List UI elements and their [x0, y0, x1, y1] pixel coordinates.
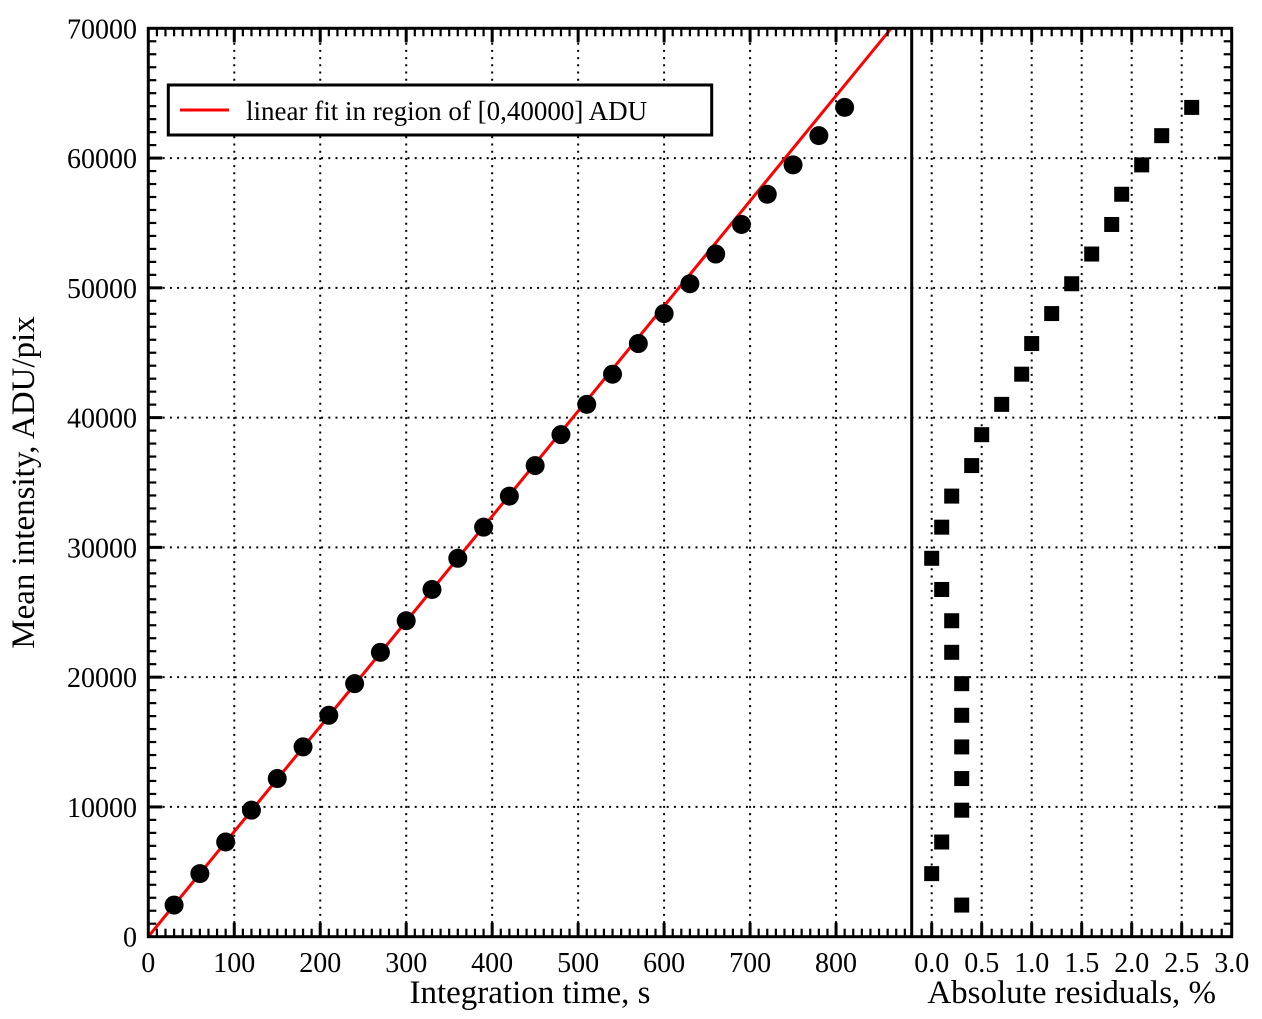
- residual-data-point: [954, 676, 970, 692]
- residual-data-point: [954, 771, 970, 787]
- y-tick-label: 40000: [67, 404, 137, 435]
- x-tick-label: 200: [299, 948, 341, 979]
- residual-data-point: [1114, 186, 1130, 202]
- gridlines: [148, 28, 1232, 937]
- intensity-data-point: [190, 864, 210, 884]
- y-tick-label: 50000: [67, 274, 137, 305]
- residual-data-point: [924, 866, 940, 882]
- residual-data-point: [934, 519, 950, 535]
- intensity-data-point: [448, 548, 468, 568]
- intensity-data-point: [706, 244, 726, 264]
- residual-data-point: [944, 613, 960, 629]
- x-tick-label: 400: [471, 948, 513, 979]
- residual-data-point: [1184, 99, 1200, 115]
- y-axis-title: Mean intensity, ADU/pix: [6, 316, 42, 649]
- intensity-data-point: [628, 334, 648, 354]
- y-tick-label: 70000: [67, 14, 137, 45]
- intensity-data-point: [551, 425, 571, 445]
- intensity-data-point: [835, 97, 855, 117]
- residual-data-point: [1044, 306, 1060, 322]
- legend-label: linear fit in region of [0,40000] ADU: [246, 96, 647, 126]
- intensity-data-point: [783, 155, 803, 175]
- intensity-data-point: [396, 611, 416, 631]
- residual-data-point: [934, 834, 950, 850]
- intensity-data-point: [680, 274, 700, 294]
- intensity-data-point: [577, 394, 597, 414]
- residual-data-point: [954, 739, 970, 755]
- residual-data-point: [954, 707, 970, 723]
- intensity-data-point: [809, 126, 829, 146]
- residual-data-point: [924, 550, 940, 566]
- intensity-data-point: [654, 304, 674, 324]
- legend-box: [166, 83, 714, 137]
- x-tick-label: 0.5: [964, 948, 999, 979]
- x-tick-label: 2.5: [1164, 948, 1199, 979]
- residual-data-point: [1134, 157, 1150, 173]
- intensity-data-point: [267, 769, 287, 789]
- data-markers: [164, 97, 1200, 915]
- intensity-data-point: [370, 642, 390, 662]
- residual-data-point: [1104, 216, 1120, 232]
- residual-data-point: [944, 644, 960, 660]
- intensity-data-point: [345, 674, 365, 694]
- linear-fit-line: [147, 27, 893, 938]
- x-tick-label: 700: [729, 948, 771, 979]
- residual-data-point: [1024, 336, 1040, 352]
- y-tick-label: 20000: [67, 663, 137, 694]
- x-tick-label: 2.0: [1114, 948, 1149, 979]
- x-tick-label: 300: [385, 948, 427, 979]
- residual-data-point: [974, 427, 990, 443]
- x-tick-label: 3.0: [1214, 948, 1249, 979]
- y-tick-label: 30000: [67, 533, 137, 564]
- intensity-data-point: [603, 364, 623, 384]
- x-tick-label: 1.0: [1014, 948, 1049, 979]
- x-tick-label: 0: [141, 948, 155, 979]
- intensity-data-point: [164, 895, 184, 915]
- left-x-axis-title: Integration time, s: [409, 975, 650, 1011]
- x-tick-label: 0.0: [914, 948, 949, 979]
- intensity-data-point: [422, 579, 442, 599]
- intensity-data-point: [474, 517, 494, 537]
- y-tick-label: 60000: [67, 144, 137, 175]
- residual-data-point: [1154, 128, 1170, 144]
- intensity-data-point: [499, 486, 519, 506]
- residual-data-point: [944, 488, 960, 504]
- y-tick-label: 0: [123, 923, 137, 954]
- tick-labels: 0 10000 20000 30000 40000 50000 60000 70000 0 100…: [67, 14, 1249, 979]
- residual-data-point: [1084, 246, 1100, 262]
- legend: linear fit in region of [0,40000] ADU: [166, 83, 714, 137]
- y-tick-label: 10000: [67, 793, 137, 824]
- residual-data-point: [964, 458, 980, 474]
- plot-border: [146, 26, 1234, 939]
- x-tick-label: 100: [213, 948, 255, 979]
- right-x-axis-title: Absolute residuals, %: [927, 975, 1216, 1011]
- intensity-data-point: [525, 456, 545, 476]
- residual-data-point: [1014, 366, 1030, 382]
- residual-data-point: [954, 897, 970, 913]
- intensity-data-point: [319, 705, 339, 725]
- axes-and-ticks: [146, 26, 1234, 939]
- intensity-data-point: [293, 737, 313, 757]
- x-tick-label: 600: [643, 948, 685, 979]
- residual-data-point: [934, 581, 950, 597]
- fit-line-layer: [147, 27, 893, 938]
- x-tick-label: 1.5: [1064, 948, 1099, 979]
- residual-data-point: [994, 396, 1010, 412]
- x-tick-label: 800: [815, 948, 857, 979]
- residual-data-point: [954, 802, 970, 818]
- intensity-data-point: [216, 832, 236, 852]
- intensity-data-point: [731, 214, 751, 234]
- x-tick-label: 500: [557, 948, 599, 979]
- residual-data-point: [1064, 276, 1080, 292]
- intensity-data-point: [241, 800, 261, 820]
- intensity-data-point: [757, 184, 777, 204]
